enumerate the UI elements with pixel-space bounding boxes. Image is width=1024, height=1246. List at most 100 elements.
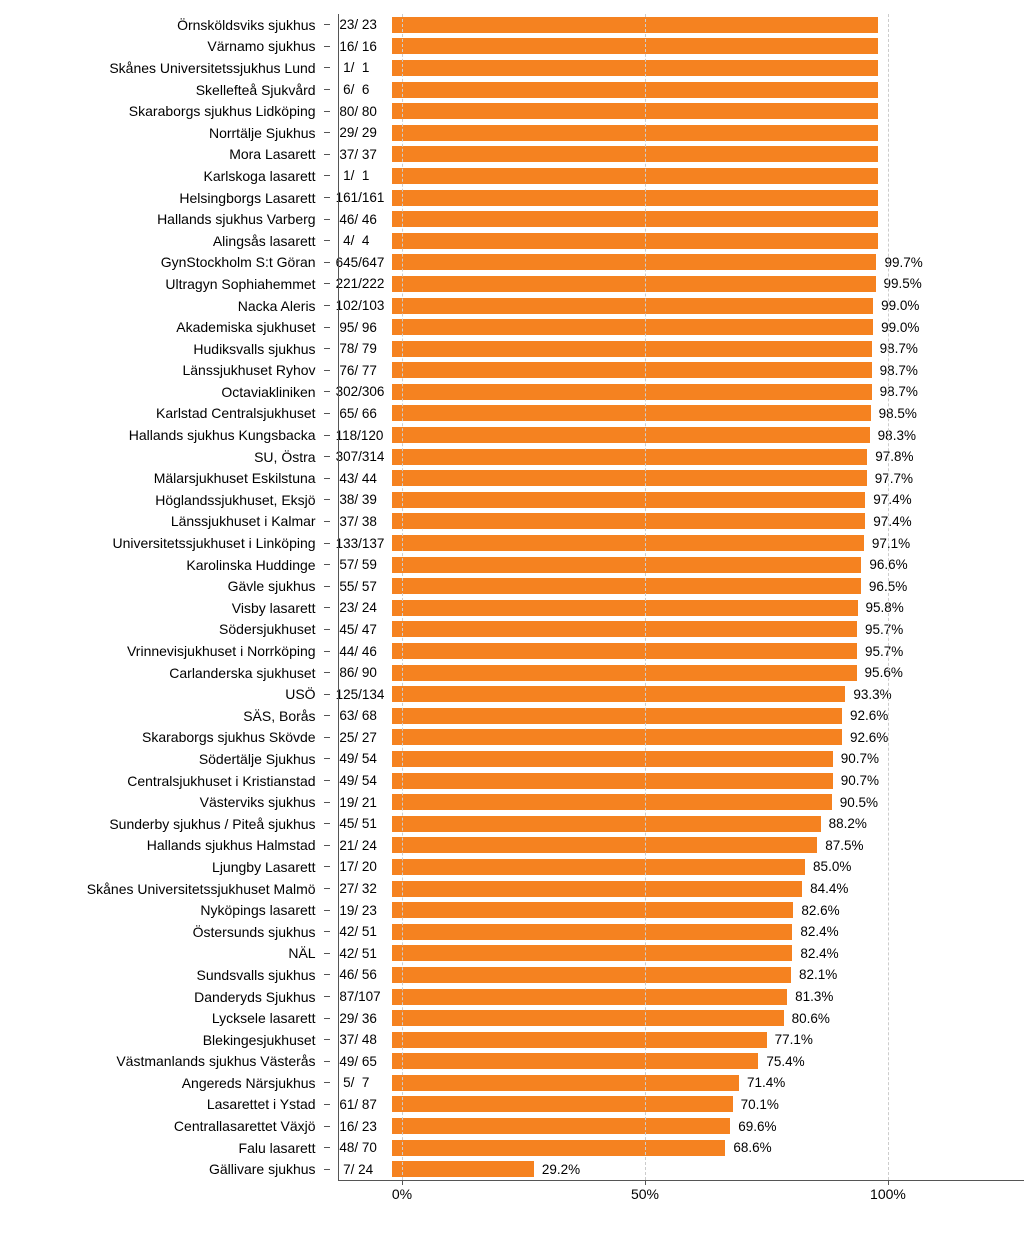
chart-row: Akademiska sjukhuset 95/ 9699.0% bbox=[10, 316, 1014, 338]
chart-row: Örnsköldsviks sjukhus 23/ 23 bbox=[10, 14, 1014, 36]
bar bbox=[392, 38, 878, 54]
bar-track: 70.1% bbox=[392, 1094, 1014, 1116]
chart-row: Falu lasarett 48/ 7068.6% bbox=[10, 1137, 1014, 1159]
bar-track: 85.0% bbox=[392, 856, 1014, 878]
bar-track: 92.6% bbox=[392, 727, 1014, 749]
bar-track: 96.5% bbox=[392, 575, 1014, 597]
chart-row: Blekingesjukhuset 37/ 4877.1% bbox=[10, 1029, 1014, 1051]
bar-track: 99.5% bbox=[392, 273, 1014, 295]
chart-row: Södersjukhuset 45/ 4795.7% bbox=[10, 619, 1014, 641]
bar-track: 82.4% bbox=[392, 943, 1014, 965]
y-axis-label: Danderyds Sjukhus bbox=[10, 989, 324, 1005]
y-axis-label: Lasarettet i Ystad bbox=[10, 1096, 324, 1112]
bar bbox=[392, 146, 878, 162]
y-axis-label: Universitetssjukhuset i Linköping bbox=[10, 535, 324, 551]
y-axis-label: Norrtälje Sjukhus bbox=[10, 125, 324, 141]
bar bbox=[392, 557, 861, 573]
bar-track: 92.6% bbox=[392, 705, 1014, 727]
bar-track: 87.5% bbox=[392, 835, 1014, 857]
bar-track: 99.0% bbox=[392, 295, 1014, 317]
chart-row: Nacka Aleris102/10399.0% bbox=[10, 295, 1014, 317]
bar-pct-label: 82.6% bbox=[793, 903, 839, 918]
bar-track: 96.6% bbox=[392, 554, 1014, 576]
y-axis-label: SÄS, Borås bbox=[10, 708, 324, 724]
bar bbox=[392, 190, 878, 206]
y-axis-label: Nyköpings lasarett bbox=[10, 902, 324, 918]
y-axis-label: Västmanlands sjukhus Västerås bbox=[10, 1053, 324, 1069]
bar-pct-label: 71.4% bbox=[739, 1075, 785, 1090]
chart-row: Länssjukhuset i Kalmar 37/ 3897.4% bbox=[10, 511, 1014, 533]
bar-pct-label: 88.2% bbox=[821, 816, 867, 831]
bar bbox=[392, 405, 871, 421]
chart-row: USÖ125/13493.3% bbox=[10, 683, 1014, 705]
chart-row: Länssjukhuset Ryhov 76/ 7798.7% bbox=[10, 360, 1014, 382]
bar-track: 98.7% bbox=[392, 338, 1014, 360]
bar-pct-label: 97.4% bbox=[865, 514, 911, 529]
chart-row: Visby lasarett 23/ 2495.8% bbox=[10, 597, 1014, 619]
bar-pct-label: 98.3% bbox=[870, 428, 916, 443]
chart-row: Höglandssjukhuset, Eksjö 38/ 3997.4% bbox=[10, 489, 1014, 511]
bar bbox=[392, 254, 876, 270]
bar-track bbox=[392, 230, 1014, 252]
bar-track bbox=[392, 187, 1014, 209]
y-axis-label: Länssjukhuset Ryhov bbox=[10, 362, 324, 378]
bar bbox=[392, 362, 872, 378]
y-axis-label: Hudiksvalls sjukhus bbox=[10, 341, 324, 357]
bar-track bbox=[392, 165, 1014, 187]
bar-track: 90.7% bbox=[392, 770, 1014, 792]
x-axis-tick-label: 0% bbox=[392, 1186, 412, 1202]
bar-pct-label: 96.6% bbox=[861, 557, 907, 572]
y-axis-label: Skaraborgs sjukhus Skövde bbox=[10, 729, 324, 745]
bar-track: 97.8% bbox=[392, 446, 1014, 468]
bar bbox=[392, 298, 873, 314]
bar bbox=[392, 708, 842, 724]
y-axis-line bbox=[338, 14, 339, 1180]
bar-track: 95.7% bbox=[392, 640, 1014, 662]
bar bbox=[392, 449, 867, 465]
chart-row: Skaraborgs sjukhus Skövde 25/ 2792.6% bbox=[10, 727, 1014, 749]
y-axis-label: SU, Östra bbox=[10, 449, 324, 465]
bar-pct-label: 97.1% bbox=[864, 536, 910, 551]
bar-pct-label: 99.7% bbox=[876, 255, 922, 270]
y-axis-label: Angereds Närsjukhus bbox=[10, 1075, 324, 1091]
chart-row: Östersunds sjukhus 42/ 5182.4% bbox=[10, 921, 1014, 943]
bar-track: 84.4% bbox=[392, 878, 1014, 900]
bar-pct-label: 90.7% bbox=[833, 751, 879, 766]
chart-plot-area: Örnsköldsviks sjukhus 23/ 23Värnamo sjuk… bbox=[10, 14, 1014, 1180]
chart-row: Lycksele lasarett 29/ 3680.6% bbox=[10, 1007, 1014, 1029]
bar bbox=[392, 1053, 758, 1069]
chart-row: Octaviakliniken302/30698.7% bbox=[10, 381, 1014, 403]
x-axis-line bbox=[338, 1180, 1024, 1181]
chart-row: Karlstad Centralsjukhuset 65/ 6698.5% bbox=[10, 403, 1014, 425]
bar bbox=[392, 384, 872, 400]
bar bbox=[392, 945, 792, 961]
bar-track: 99.7% bbox=[392, 252, 1014, 274]
bar-track: 98.3% bbox=[392, 424, 1014, 446]
y-axis-label: Blekingesjukhuset bbox=[10, 1032, 324, 1048]
bar-track: 99.0% bbox=[392, 316, 1014, 338]
chart-row: Sundsvalls sjukhus 46/ 5682.1% bbox=[10, 964, 1014, 986]
bar-pct-label: 92.6% bbox=[842, 708, 888, 723]
bar-track: 82.6% bbox=[392, 899, 1014, 921]
y-axis-label: Hallands sjukhus Kungsbacka bbox=[10, 427, 324, 443]
y-axis-label: Helsingborgs Lasarett bbox=[10, 190, 324, 206]
bar-track: 68.6% bbox=[392, 1137, 1014, 1159]
bar-track: 98.7% bbox=[392, 381, 1014, 403]
bar bbox=[392, 881, 802, 897]
chart-row: SU, Östra307/31497.8% bbox=[10, 446, 1014, 468]
chart-row: Mora Lasarett 37/ 37 bbox=[10, 144, 1014, 166]
bar bbox=[392, 989, 787, 1005]
y-axis-label: Länssjukhuset i Kalmar bbox=[10, 513, 324, 529]
y-axis-label: GynStockholm S:t Göran bbox=[10, 254, 324, 270]
chart-row: Hallands sjukhus Halmstad 21/ 2487.5% bbox=[10, 835, 1014, 857]
y-axis-label: Mälarsjukhuset Eskilstuna bbox=[10, 470, 324, 486]
chart-row: Sunderby sjukhus / Piteå sjukhus 45/ 518… bbox=[10, 813, 1014, 835]
bar-pct-label: 82.4% bbox=[792, 946, 838, 961]
y-axis-label: Örnsköldsviks sjukhus bbox=[10, 17, 324, 33]
y-axis-label: Hallands sjukhus Varberg bbox=[10, 211, 324, 227]
bar bbox=[392, 837, 817, 853]
bar-track: 97.7% bbox=[392, 467, 1014, 489]
bar bbox=[392, 492, 865, 508]
bar-track: 80.6% bbox=[392, 1007, 1014, 1029]
bar bbox=[392, 427, 870, 443]
